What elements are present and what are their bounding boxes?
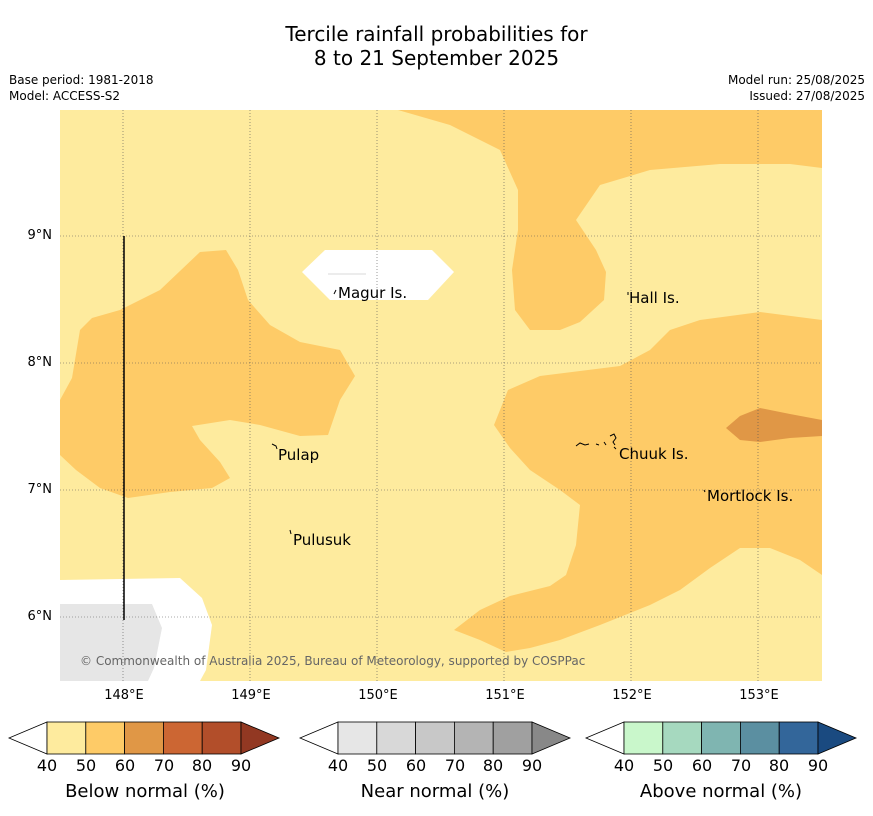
colorbar-swatch bbox=[740, 721, 780, 755]
lat-tick-9: 9°N bbox=[27, 228, 53, 243]
colorbar-swatch bbox=[201, 721, 242, 755]
cbar-below-label: Below normal (%) bbox=[65, 781, 225, 802]
cbar-above-tick: 60 bbox=[691, 756, 713, 775]
colorbar-swatch bbox=[492, 721, 533, 755]
magur-white-region bbox=[302, 250, 454, 300]
colorbar-swatch bbox=[337, 721, 378, 755]
graticule bbox=[60, 110, 822, 681]
colorbar-low-arrow bbox=[298, 721, 339, 755]
place-hall: Hall Is. bbox=[629, 289, 680, 307]
cbar-above-tick: 40 bbox=[613, 756, 635, 775]
lat-tick-7: 7°N bbox=[27, 482, 53, 497]
place-magur: Magur Is. bbox=[338, 284, 407, 302]
colorbar-low-arrow bbox=[7, 721, 48, 755]
lon-tick-152: 152°E bbox=[612, 688, 652, 703]
cbar-near-tick: 70 bbox=[444, 756, 466, 775]
colorbar-swatch bbox=[701, 721, 741, 755]
cbar-near-label: Near normal (%) bbox=[360, 781, 510, 802]
issued-date: Issued: 27/08/2025 bbox=[749, 89, 865, 103]
meta-right: Model run: 25/08/2025 Issued: 27/08/2025 bbox=[728, 72, 865, 104]
cbar-above-tick: 70 bbox=[730, 756, 752, 775]
cbar-below-tick: 40 bbox=[36, 756, 58, 775]
colorbar-swatch bbox=[46, 721, 87, 755]
below-60-region-west bbox=[60, 250, 355, 498]
cbar-below-tick: 60 bbox=[114, 756, 136, 775]
cbar-below-tick: 90 bbox=[230, 756, 252, 775]
below-70-region bbox=[726, 408, 822, 442]
lon-tick-148: 148°E bbox=[104, 688, 144, 703]
colorbar-high-arrow bbox=[531, 721, 572, 755]
cbar-above-label: Above normal (%) bbox=[639, 781, 803, 802]
lon-tick-153: 153°E bbox=[739, 688, 779, 703]
model-run: Model run: 25/08/2025 bbox=[727, 73, 865, 87]
cbar-near-tick: 50 bbox=[366, 756, 388, 775]
lat-tick-6: 6°N bbox=[27, 609, 53, 624]
cbar-near-tick: 60 bbox=[405, 756, 427, 775]
cbar-above-tick: 90 bbox=[807, 756, 829, 775]
place-mortlock: Mortlock Is. bbox=[707, 487, 793, 505]
colorbar-swatch bbox=[778, 721, 819, 755]
title-line-1: Tercile rainfall probabilities for bbox=[285, 22, 588, 46]
lon-tick-150: 150°E bbox=[358, 688, 398, 703]
colorbar-swatch bbox=[376, 721, 416, 755]
colorbar-swatch bbox=[662, 721, 702, 755]
colorbar-high-arrow bbox=[240, 721, 281, 755]
lat-tick-8: 8°N bbox=[27, 355, 53, 370]
colorbar-swatch bbox=[85, 721, 126, 755]
cbar-near-tick: 80 bbox=[482, 756, 504, 775]
place-chuuk: Chuuk Is. bbox=[619, 445, 688, 463]
colorbar-high-arrow bbox=[817, 721, 858, 755]
colorbar-swatch bbox=[623, 721, 664, 755]
colorbar-swatch bbox=[415, 721, 455, 755]
colorbar-swatch bbox=[124, 721, 164, 755]
chart-title: Tercile rainfall probabilities for 8 to … bbox=[0, 22, 873, 70]
below-60-region-southeast bbox=[454, 312, 822, 652]
base-period: Base period: 1981-2018 bbox=[9, 73, 154, 87]
near-50-region bbox=[60, 604, 162, 681]
colorbars bbox=[7, 721, 858, 755]
meta-left: Base period: 1981-2018 Model: ACCESS-S2 bbox=[9, 72, 154, 104]
lon-tick-151: 151°E bbox=[485, 688, 525, 703]
colorbar-swatch bbox=[453, 721, 494, 755]
island-marks bbox=[271, 289, 706, 535]
cbar-above-tick: 80 bbox=[768, 756, 790, 775]
cbar-below-tick: 50 bbox=[75, 756, 97, 775]
lon-tick-149: 149°E bbox=[231, 688, 271, 703]
cbar-above-tick: 50 bbox=[652, 756, 674, 775]
colorbar-swatch bbox=[162, 721, 203, 755]
cbar-below-tick: 80 bbox=[191, 756, 213, 775]
cbar-below-tick: 70 bbox=[153, 756, 175, 775]
model-name: Model: ACCESS-S2 bbox=[9, 89, 121, 103]
title-line-2: 8 to 21 September 2025 bbox=[313, 46, 560, 70]
copyright: © Commonwealth of Australia 2025, Bureau… bbox=[80, 654, 585, 668]
place-pulusuk: Pulusuk bbox=[293, 531, 351, 549]
below-60-region-north bbox=[398, 110, 822, 330]
cbar-near-tick: 90 bbox=[521, 756, 543, 775]
cbar-near-tick: 40 bbox=[327, 756, 349, 775]
map-field bbox=[60, 110, 822, 681]
place-pulap: Pulap bbox=[278, 446, 319, 464]
colorbar-low-arrow bbox=[584, 721, 625, 755]
